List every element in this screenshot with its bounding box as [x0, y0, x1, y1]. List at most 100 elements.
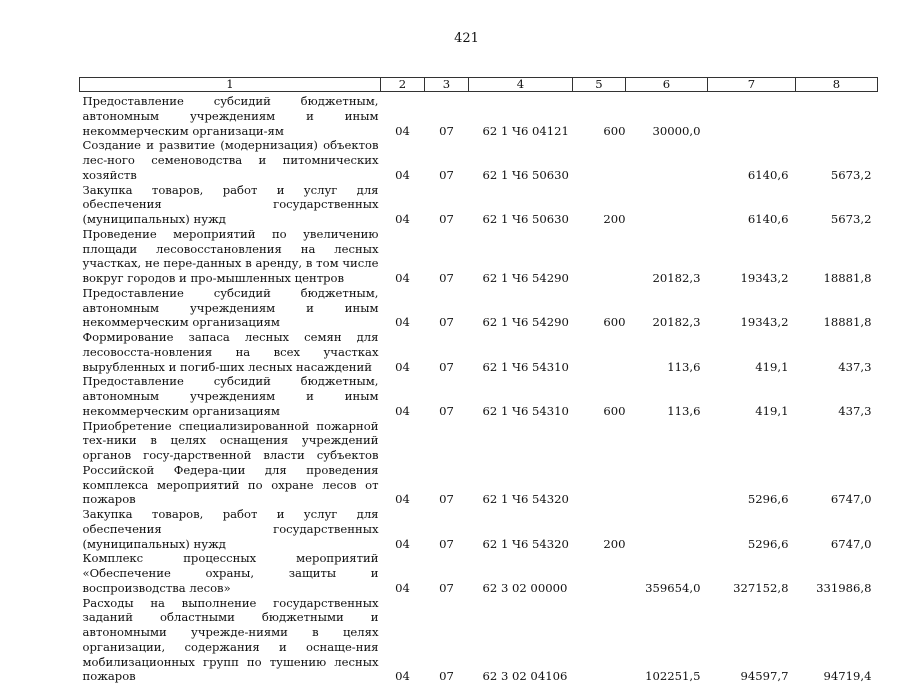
amount-col-8: 437,3 — [796, 330, 878, 374]
table-row: Предоставление субсидий бюджетным, автон… — [80, 92, 878, 139]
subsection-code: 07 — [425, 138, 469, 182]
subsection-code: 07 — [425, 419, 469, 508]
amount-col-7 — [708, 92, 796, 139]
amount-col-8: 5673,2 — [796, 138, 878, 182]
target-article-code: 62 3 02 00000 — [469, 551, 573, 595]
subsection-code: 07 — [425, 374, 469, 418]
target-article-code: 62 1 Ч6 54320 — [469, 419, 573, 508]
target-article-code: 62 1 Ч6 54320 — [469, 507, 573, 551]
amount-col-6: 20182,3 — [626, 227, 708, 286]
amount-col-7: 6140,6 — [708, 138, 796, 182]
amount-col-6: 113,6 — [626, 374, 708, 418]
column-header-2: 2 — [381, 78, 425, 92]
amount-col-6: 20182,3 — [626, 286, 708, 330]
amount-col-7: 5296,6 — [708, 507, 796, 551]
subsection-code: 07 — [425, 286, 469, 330]
amount-col-6: 359654,0 — [626, 551, 708, 595]
table-row: Создание и развитие (модернизация) объек… — [80, 138, 878, 182]
table-row: Приобретение специализированной пожарной… — [80, 419, 878, 508]
section-code: 04 — [381, 227, 425, 286]
column-header-7: 7 — [708, 78, 796, 92]
table-row: Формирование запаса лесных семян для лес… — [80, 330, 878, 374]
subsection-code: 07 — [425, 507, 469, 551]
target-article-code: 62 1 Ч6 50630 — [469, 183, 573, 227]
amount-col-8 — [796, 92, 878, 139]
subsection-code: 07 — [425, 227, 469, 286]
amount-col-7: 327152,8 — [708, 551, 796, 595]
amount-col-8: 18881,8 — [796, 227, 878, 286]
amount-col-8: 18881,8 — [796, 286, 878, 330]
amount-col-6 — [626, 138, 708, 182]
row-description: Формирование запаса лесных семян для лес… — [80, 330, 381, 374]
target-article-code: 62 1 Ч6 04121 — [469, 92, 573, 139]
section-code: 04 — [381, 551, 425, 595]
table-row: Предоставление субсидий бюджетным, автон… — [80, 374, 878, 418]
amount-col-8: 6747,0 — [796, 507, 878, 551]
row-description: Приобретение специализированной пожарной… — [80, 419, 381, 508]
expense-type-code: 600 — [573, 92, 626, 139]
row-description: Закупка товаров, работ и услуг для обесп… — [80, 183, 381, 227]
amount-col-6 — [626, 419, 708, 508]
amount-col-6 — [626, 507, 708, 551]
column-header-3: 3 — [425, 78, 469, 92]
table-row: Проведение мероприятий по увеличению пло… — [80, 227, 878, 286]
amount-col-7: 6140,6 — [708, 183, 796, 227]
section-code: 04 — [381, 507, 425, 551]
amount-col-6 — [626, 183, 708, 227]
target-article-code: 62 1 Ч6 54290 — [469, 227, 573, 286]
target-article-code: 62 1 Ч6 54310 — [469, 330, 573, 374]
row-description: Предоставление субсидий бюджетным, автон… — [80, 92, 381, 139]
page-number: 421 — [0, 31, 905, 46]
table-row: Закупка товаров, работ и услуг для обесп… — [80, 507, 878, 551]
expense-type-code — [573, 227, 626, 286]
amount-col-8: 6747,0 — [796, 419, 878, 508]
subsection-code: 07 — [425, 183, 469, 227]
expense-type-code — [573, 330, 626, 374]
section-code: 04 — [381, 374, 425, 418]
row-description: Создание и развитие (модернизация) объек… — [80, 138, 381, 182]
amount-col-7: 19343,2 — [708, 227, 796, 286]
section-code: 04 — [381, 92, 425, 139]
column-header-4: 4 — [469, 78, 573, 92]
subsection-code: 07 — [425, 92, 469, 139]
table-row: Предоставление субсидий бюджетным, автон… — [80, 286, 878, 330]
expense-type-code: 200 — [573, 507, 626, 551]
table-row: Комплекс процессных мероприятий «Обеспеч… — [80, 551, 878, 595]
column-header-5: 5 — [573, 78, 626, 92]
section-code: 04 — [381, 286, 425, 330]
amount-col-7: 419,1 — [708, 330, 796, 374]
expense-type-code: 200 — [573, 183, 626, 227]
expense-type-code: 600 — [573, 286, 626, 330]
amount-col-7: 19343,2 — [708, 286, 796, 330]
row-description: Предоставление субсидий бюджетным, автон… — [80, 374, 381, 418]
expense-type-code — [573, 551, 626, 595]
target-article-code: 62 1 Ч6 54310 — [469, 374, 573, 418]
target-article-code: 62 1 Ч6 54290 — [469, 286, 573, 330]
expense-type-code: 600 — [573, 374, 626, 418]
amount-col-8: 5673,2 — [796, 183, 878, 227]
row-description: Проведение мероприятий по увеличению пло… — [80, 227, 381, 286]
column-header-8: 8 — [796, 78, 878, 92]
amount-col-8: 437,3 — [796, 374, 878, 418]
section-code: 04 — [381, 138, 425, 182]
subsection-code: 07 — [425, 330, 469, 374]
amount-col-7: 419,1 — [708, 374, 796, 418]
section-code: 04 — [381, 330, 425, 374]
column-header-6: 6 — [626, 78, 708, 92]
amount-col-6: 30000,0 — [626, 92, 708, 139]
target-article-code: 62 1 Ч6 50630 — [469, 138, 573, 182]
row-description: Предоставление субсидий бюджетным, автон… — [80, 286, 381, 330]
section-code: 04 — [381, 183, 425, 227]
expense-type-code — [573, 138, 626, 182]
expense-type-code — [573, 419, 626, 508]
amount-col-7: 5296,6 — [708, 419, 796, 508]
row-description: Закупка товаров, работ и услуг для обесп… — [80, 507, 381, 551]
section-code: 04 — [381, 419, 425, 508]
table-row: Закупка товаров, работ и услуг для обесп… — [80, 183, 878, 227]
row-description: Комплекс процессных мероприятий «Обеспеч… — [80, 551, 381, 595]
amount-col-8: 331986,8 — [796, 551, 878, 595]
column-header-1: 1 — [80, 78, 381, 92]
subsection-code: 07 — [425, 551, 469, 595]
